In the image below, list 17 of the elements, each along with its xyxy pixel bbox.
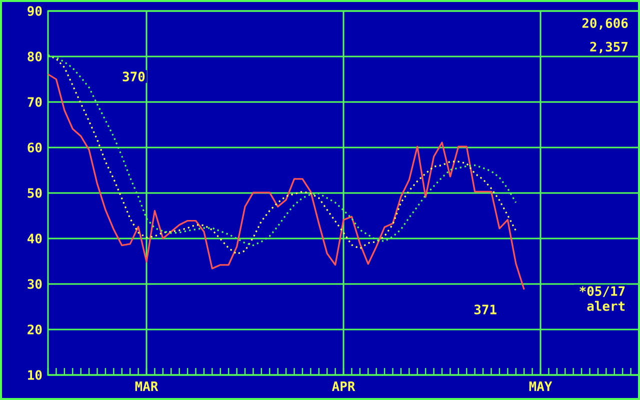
y-tick-label: 50 (28, 188, 42, 198)
x-tick-label: MAR (135, 382, 158, 391)
y-tick-label: 80 (28, 52, 42, 62)
annotation: 370 (122, 72, 145, 82)
y-tick-label: 20 (28, 324, 42, 334)
annotation: 371 (474, 304, 496, 314)
annotation: *05/17 alert (580, 286, 625, 311)
y-tick-label: 90 (28, 6, 42, 16)
annotation: 20,606 (582, 18, 628, 30)
annotation: 2,357 (590, 42, 628, 54)
y-tick-label: 60 (28, 142, 42, 152)
y-tick-label: 10 (28, 370, 42, 380)
x-tick-label: MAY (529, 382, 552, 391)
y-tick-label: 70 (28, 97, 42, 107)
y-tick-label: 40 (28, 234, 42, 244)
x-tick-label: APR (332, 382, 356, 391)
y-tick-label: 30 (28, 279, 42, 289)
